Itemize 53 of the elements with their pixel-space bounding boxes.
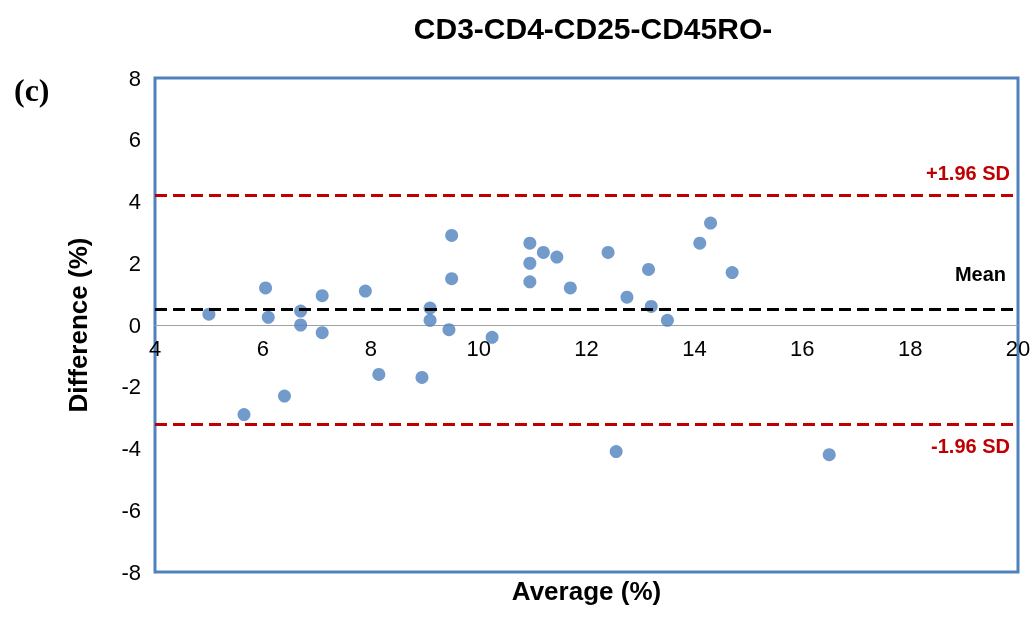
point (358, 284, 372, 298)
point (523, 275, 537, 289)
y-axis-title: Difference (%) (63, 237, 93, 413)
point (315, 289, 329, 303)
point (294, 318, 308, 332)
x-tick-label: 10 (466, 335, 491, 361)
point (442, 323, 456, 337)
x-tick-label: 18 (897, 335, 923, 361)
point (660, 313, 674, 327)
point (523, 236, 537, 250)
x-axis-title: Average (%) (511, 576, 662, 606)
y-tick-label: 8 (128, 65, 141, 91)
point (620, 290, 634, 304)
point (550, 250, 564, 264)
point (601, 245, 615, 259)
point (523, 256, 537, 270)
y-tick-label: 2 (128, 250, 141, 276)
y-tick-label: 0 (128, 312, 141, 338)
x-tick-label: 6 (256, 335, 269, 361)
point (415, 370, 429, 384)
point (202, 307, 216, 321)
point (536, 245, 550, 259)
x-tick-label: 16 (790, 335, 815, 361)
point (315, 326, 329, 340)
point (372, 367, 386, 381)
point (609, 445, 623, 459)
x-tick-label: 8 (364, 335, 377, 361)
y-tick-label: -8 (121, 559, 141, 585)
point (822, 448, 836, 462)
point (693, 236, 707, 250)
text: (c) (14, 72, 50, 108)
y-tick-label: -2 (121, 374, 141, 400)
point (445, 272, 459, 286)
point (704, 216, 718, 230)
x-tick-label: 12 (574, 335, 599, 361)
ref-line-label: Mean (954, 262, 1006, 285)
chart-title: CD3-CD4-CD25-CD45RO- (413, 11, 773, 45)
point (725, 266, 739, 280)
y-tick-label: 6 (128, 127, 141, 153)
point (277, 389, 291, 403)
point (259, 281, 273, 295)
point (642, 262, 656, 276)
x-tick-label: 14 (682, 335, 707, 361)
point (563, 281, 577, 295)
y-tick-label: -4 (121, 436, 141, 461)
point (261, 310, 275, 324)
y-tick-label: -6 (121, 497, 141, 523)
point (445, 228, 459, 242)
ref-line-label: +1.96 SD (926, 162, 1010, 185)
ref-line-label: -1.96 SD (931, 434, 1010, 457)
y-tick-label: 4 (128, 189, 141, 214)
point (237, 408, 251, 422)
point (423, 313, 437, 327)
